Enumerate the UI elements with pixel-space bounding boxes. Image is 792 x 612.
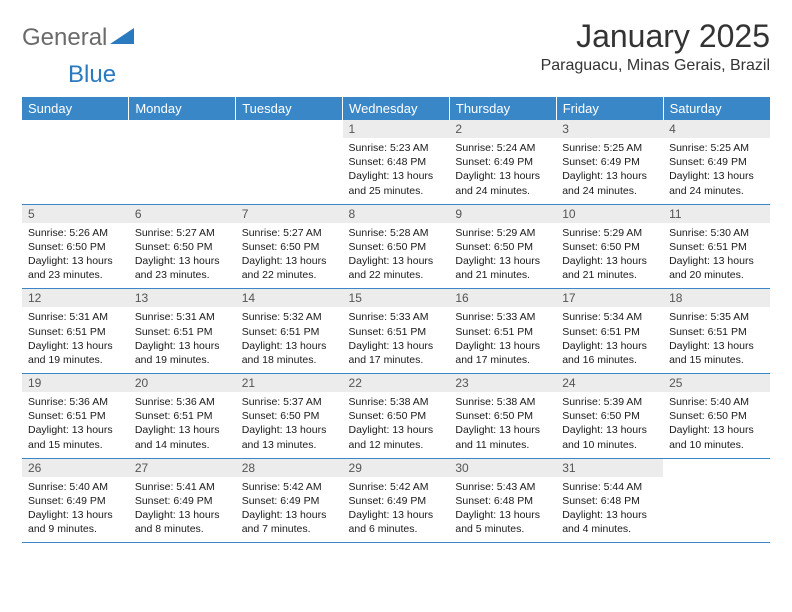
day-detail-cell: Sunrise: 5:33 AMSunset: 6:51 PMDaylight:… — [449, 307, 556, 373]
day-detail-cell: Sunrise: 5:42 AMSunset: 6:49 PMDaylight:… — [343, 477, 450, 543]
day-detail-cell: Sunrise: 5:41 AMSunset: 6:49 PMDaylight:… — [129, 477, 236, 543]
day-detail-cell: Sunrise: 5:43 AMSunset: 6:48 PMDaylight:… — [449, 477, 556, 543]
day-number-cell: 23 — [449, 374, 556, 393]
day-number-cell: 22 — [343, 374, 450, 393]
day-detail-cell: Sunrise: 5:36 AMSunset: 6:51 PMDaylight:… — [129, 392, 236, 458]
day-number-cell: 29 — [343, 458, 450, 477]
day-detail-row: Sunrise: 5:40 AMSunset: 6:49 PMDaylight:… — [22, 477, 770, 543]
day-detail-row: Sunrise: 5:23 AMSunset: 6:48 PMDaylight:… — [22, 138, 770, 204]
day-detail-cell: Sunrise: 5:25 AMSunset: 6:49 PMDaylight:… — [663, 138, 770, 204]
day-detail-cell: Sunrise: 5:31 AMSunset: 6:51 PMDaylight:… — [129, 307, 236, 373]
day-number-cell — [22, 120, 129, 138]
day-number-cell: 3 — [556, 120, 663, 138]
day-detail-cell: Sunrise: 5:32 AMSunset: 6:51 PMDaylight:… — [236, 307, 343, 373]
day-detail-cell — [129, 138, 236, 204]
day-number-cell: 31 — [556, 458, 663, 477]
day-detail-cell: Sunrise: 5:30 AMSunset: 6:51 PMDaylight:… — [663, 223, 770, 289]
day-number-cell: 18 — [663, 289, 770, 308]
day-number-cell: 19 — [22, 374, 129, 393]
day-number-cell: 9 — [449, 204, 556, 223]
day-number-cell: 13 — [129, 289, 236, 308]
day-detail-cell: Sunrise: 5:24 AMSunset: 6:49 PMDaylight:… — [449, 138, 556, 204]
day-detail-cell — [22, 138, 129, 204]
day-number-cell: 25 — [663, 374, 770, 393]
day-number-cell: 8 — [343, 204, 450, 223]
weekday-header: Monday — [129, 97, 236, 120]
day-detail-cell: Sunrise: 5:36 AMSunset: 6:51 PMDaylight:… — [22, 392, 129, 458]
logo-text-general: General — [22, 24, 107, 52]
day-number-cell: 14 — [236, 289, 343, 308]
weekday-header: Tuesday — [236, 97, 343, 120]
weekday-header: Wednesday — [343, 97, 450, 120]
day-detail-cell: Sunrise: 5:29 AMSunset: 6:50 PMDaylight:… — [449, 223, 556, 289]
day-number-cell: 4 — [663, 120, 770, 138]
day-detail-cell: Sunrise: 5:44 AMSunset: 6:48 PMDaylight:… — [556, 477, 663, 543]
day-number-cell — [129, 120, 236, 138]
day-detail-cell: Sunrise: 5:27 AMSunset: 6:50 PMDaylight:… — [129, 223, 236, 289]
calendar-table: SundayMondayTuesdayWednesdayThursdayFrid… — [22, 97, 770, 543]
logo: General — [22, 18, 139, 52]
day-number-cell: 30 — [449, 458, 556, 477]
day-detail-row: Sunrise: 5:31 AMSunset: 6:51 PMDaylight:… — [22, 307, 770, 373]
day-detail-cell: Sunrise: 5:25 AMSunset: 6:49 PMDaylight:… — [556, 138, 663, 204]
month-title: January 2025 — [541, 18, 770, 55]
day-number-cell: 24 — [556, 374, 663, 393]
day-number-cell: 26 — [22, 458, 129, 477]
weekday-header: Saturday — [663, 97, 770, 120]
day-detail-cell: Sunrise: 5:37 AMSunset: 6:50 PMDaylight:… — [236, 392, 343, 458]
day-detail-cell: Sunrise: 5:23 AMSunset: 6:48 PMDaylight:… — [343, 138, 450, 204]
day-detail-cell — [236, 138, 343, 204]
day-number-row: 567891011 — [22, 204, 770, 223]
day-detail-cell: Sunrise: 5:35 AMSunset: 6:51 PMDaylight:… — [663, 307, 770, 373]
day-detail-cell: Sunrise: 5:29 AMSunset: 6:50 PMDaylight:… — [556, 223, 663, 289]
weekday-header: Sunday — [22, 97, 129, 120]
day-detail-row: Sunrise: 5:36 AMSunset: 6:51 PMDaylight:… — [22, 392, 770, 458]
weekday-header: Friday — [556, 97, 663, 120]
day-detail-row: Sunrise: 5:26 AMSunset: 6:50 PMDaylight:… — [22, 223, 770, 289]
day-number-cell: 21 — [236, 374, 343, 393]
weekday-header-row: SundayMondayTuesdayWednesdayThursdayFrid… — [22, 97, 770, 120]
weekday-header: Thursday — [449, 97, 556, 120]
day-detail-cell: Sunrise: 5:26 AMSunset: 6:50 PMDaylight:… — [22, 223, 129, 289]
day-number-cell: 15 — [343, 289, 450, 308]
day-number-row: 262728293031 — [22, 458, 770, 477]
day-number-cell: 1 — [343, 120, 450, 138]
day-number-cell: 28 — [236, 458, 343, 477]
day-number-cell: 2 — [449, 120, 556, 138]
day-number-cell — [236, 120, 343, 138]
day-detail-cell: Sunrise: 5:40 AMSunset: 6:50 PMDaylight:… — [663, 392, 770, 458]
day-detail-cell: Sunrise: 5:42 AMSunset: 6:49 PMDaylight:… — [236, 477, 343, 543]
day-number-row: 19202122232425 — [22, 374, 770, 393]
day-detail-cell: Sunrise: 5:34 AMSunset: 6:51 PMDaylight:… — [556, 307, 663, 373]
day-detail-cell: Sunrise: 5:38 AMSunset: 6:50 PMDaylight:… — [449, 392, 556, 458]
day-detail-cell: Sunrise: 5:39 AMSunset: 6:50 PMDaylight:… — [556, 392, 663, 458]
day-number-cell: 5 — [22, 204, 129, 223]
day-detail-cell — [663, 477, 770, 543]
day-number-cell: 16 — [449, 289, 556, 308]
day-detail-cell: Sunrise: 5:31 AMSunset: 6:51 PMDaylight:… — [22, 307, 129, 373]
day-detail-cell: Sunrise: 5:28 AMSunset: 6:50 PMDaylight:… — [343, 223, 450, 289]
day-detail-cell: Sunrise: 5:33 AMSunset: 6:51 PMDaylight:… — [343, 307, 450, 373]
day-detail-cell: Sunrise: 5:40 AMSunset: 6:49 PMDaylight:… — [22, 477, 129, 543]
day-number-cell: 20 — [129, 374, 236, 393]
day-number-cell: 11 — [663, 204, 770, 223]
day-number-cell: 17 — [556, 289, 663, 308]
logo-triangle-icon — [110, 26, 136, 51]
day-number-cell: 27 — [129, 458, 236, 477]
day-number-cell: 6 — [129, 204, 236, 223]
day-number-cell: 12 — [22, 289, 129, 308]
day-number-cell: 10 — [556, 204, 663, 223]
day-number-cell: 7 — [236, 204, 343, 223]
day-number-row: 1234 — [22, 120, 770, 138]
day-detail-cell: Sunrise: 5:27 AMSunset: 6:50 PMDaylight:… — [236, 223, 343, 289]
day-number-cell — [663, 458, 770, 477]
day-detail-cell: Sunrise: 5:38 AMSunset: 6:50 PMDaylight:… — [343, 392, 450, 458]
day-number-row: 12131415161718 — [22, 289, 770, 308]
logo-text-blue: Blue — [68, 61, 116, 88]
